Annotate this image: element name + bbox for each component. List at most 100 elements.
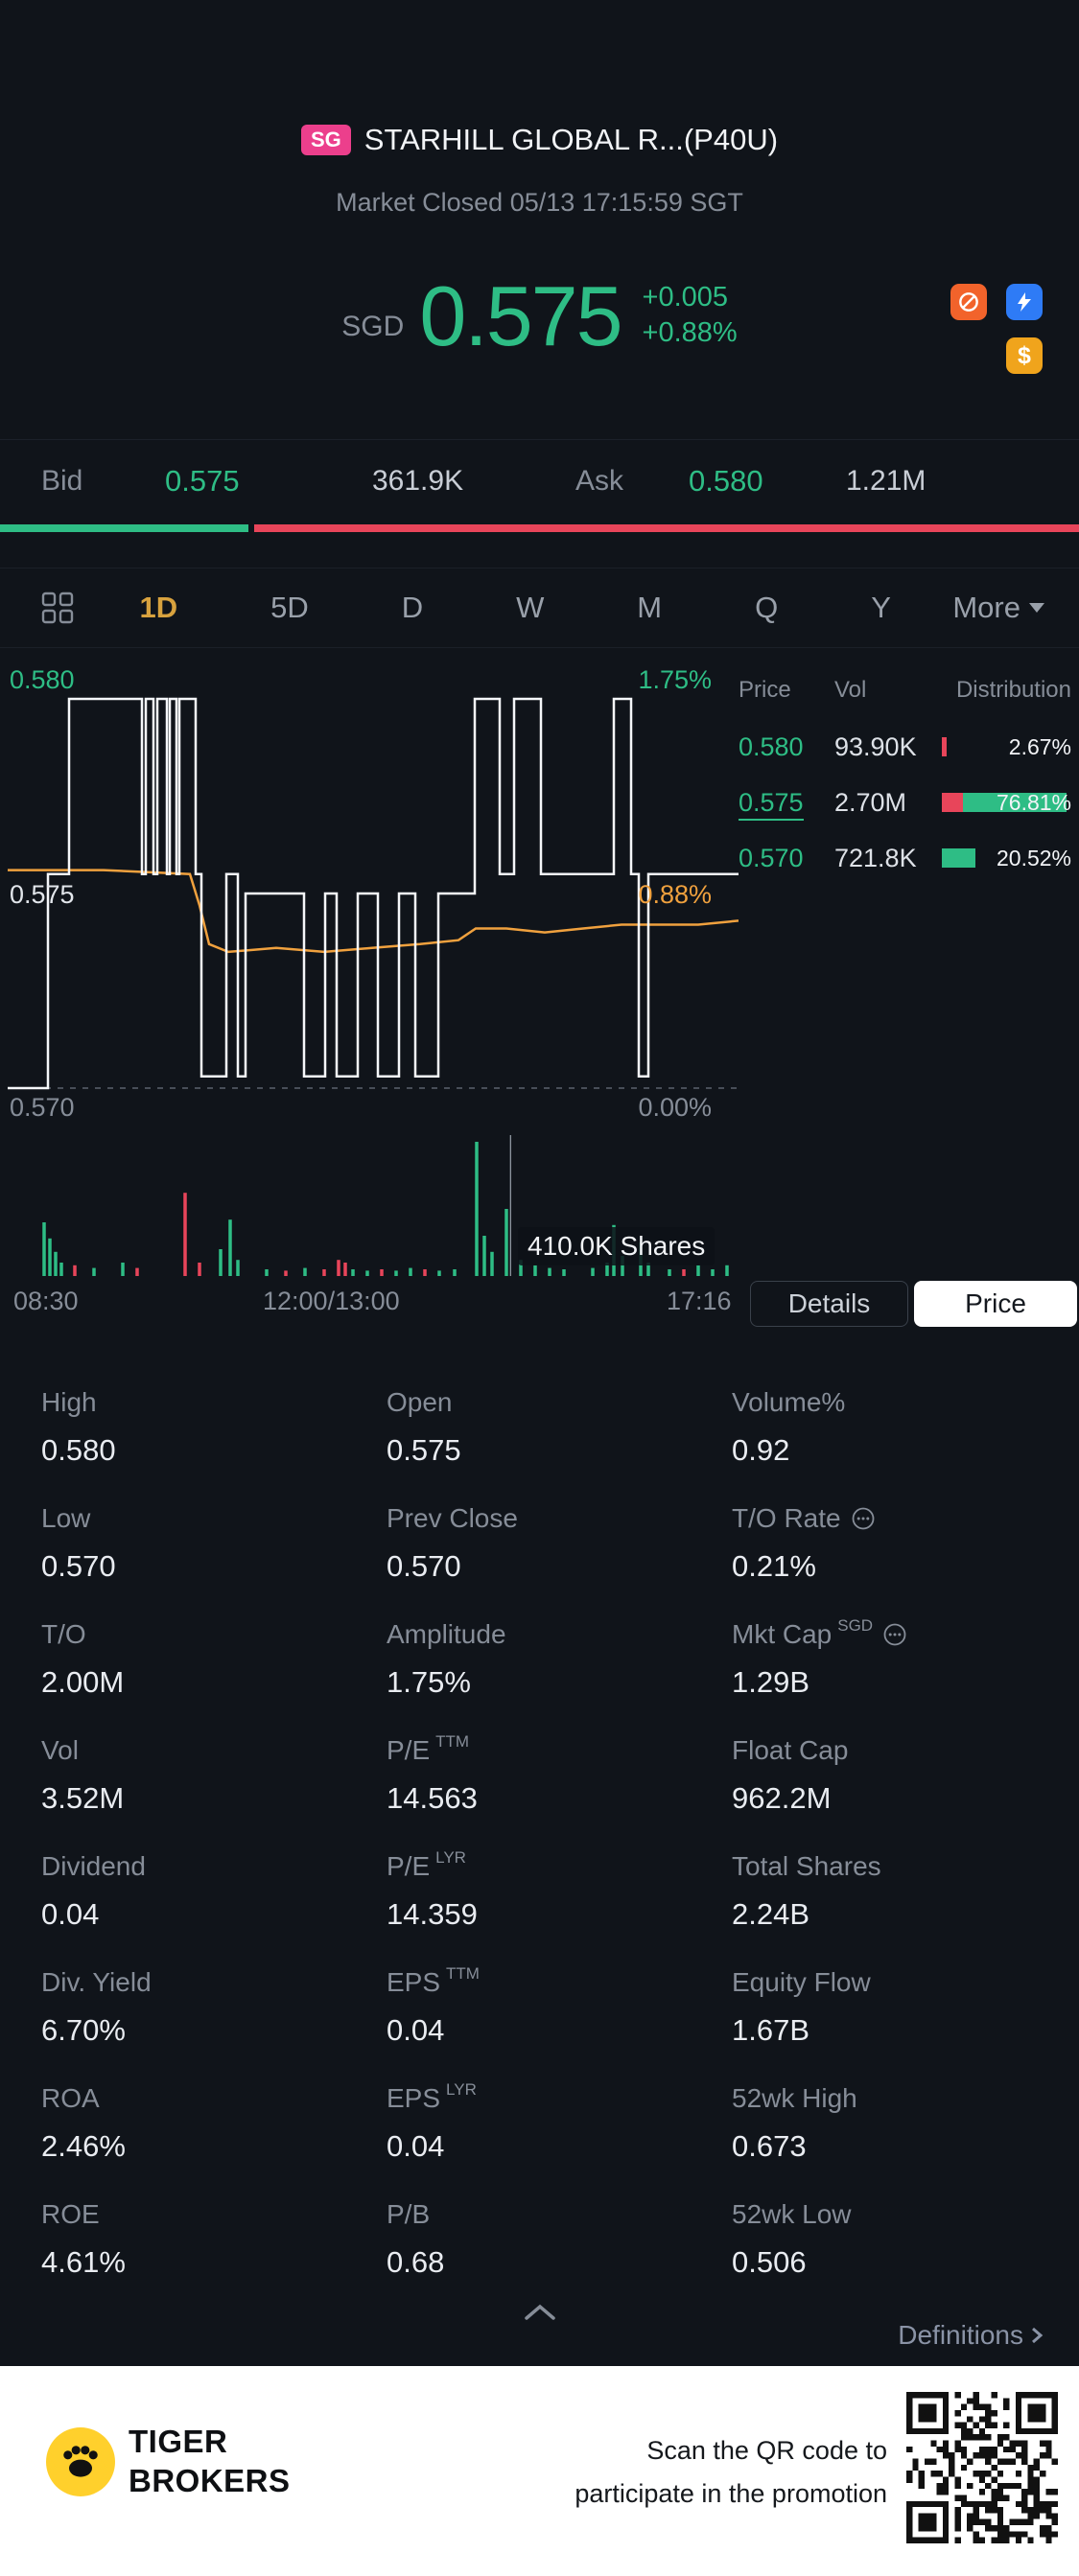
stat-value: 1.29B xyxy=(732,1665,810,1699)
stat-label: Open xyxy=(387,1387,453,1417)
tab-d[interactable]: D xyxy=(401,591,424,624)
stat-float-cap: Float Cap 962.2M xyxy=(732,1735,1079,1851)
tab-y[interactable]: Y xyxy=(871,591,891,624)
stat-label: 52wk High xyxy=(732,2083,857,2113)
stat-label: EPS xyxy=(387,1967,441,1997)
stat-label: T/O Rate xyxy=(732,1503,841,1533)
collapse-chevron-icon[interactable] xyxy=(0,2299,1079,2324)
stat-low: Low 0.570 xyxy=(41,1503,387,1619)
chevron-right-icon xyxy=(1032,2327,1044,2344)
promo-text: Scan the QR code to participate in the p… xyxy=(575,2429,887,2516)
qr-code xyxy=(906,2392,1058,2543)
stat-equity-flow: Equity Flow 1.67B xyxy=(732,1967,1079,2083)
stat-prev-close: Prev Close 0.570 xyxy=(387,1503,732,1619)
stat-high: High 0.580 xyxy=(41,1387,387,1503)
more-tab[interactable]: More xyxy=(952,591,1044,625)
pct-axis-low: 0.00% xyxy=(638,1093,712,1122)
stat-value: 0.570 xyxy=(387,1549,461,1583)
depth-price: 0.580 xyxy=(739,731,804,761)
stat-label: Volume% xyxy=(732,1387,846,1417)
stat-label: Float Cap xyxy=(732,1735,849,1765)
tab-m[interactable]: M xyxy=(637,591,663,624)
stat-volume-: Volume% 0.92 xyxy=(732,1387,1079,1503)
stat-superscript: SGD xyxy=(837,1616,874,1635)
depth-row[interactable]: 0.570 721.8K 20.52% xyxy=(739,830,1071,886)
stat-value: 0.580 xyxy=(41,1433,116,1467)
volume-marker-label: 410.0K Shares xyxy=(518,1227,715,1265)
depth-distribution: 76.81% xyxy=(942,791,1071,814)
depth-price: 0.570 xyxy=(739,843,804,872)
tab-w[interactable]: W xyxy=(516,591,545,624)
y-axis-high: 0.580 xyxy=(10,665,75,694)
definitions-link[interactable]: Definitions xyxy=(898,2320,1046,2351)
quote: SGD 0.575 +0.005 +0.88% xyxy=(0,268,1079,363)
definitions-label: Definitions xyxy=(898,2320,1023,2350)
last-price: 0.575 xyxy=(419,268,622,363)
stat-eps: EPS LYR 0.04 xyxy=(387,2080,732,2199)
x-axis-close: 17:16 xyxy=(667,1287,732,1315)
info-icon[interactable] xyxy=(851,1506,876,1531)
bid-ratio-segment xyxy=(0,524,248,532)
stat-mkt-cap: Mkt Cap SGD 1.29B xyxy=(732,1616,1079,1735)
depth-distribution: 20.52% xyxy=(942,847,1071,870)
more-label: More xyxy=(952,591,1020,624)
circle-slash-icon[interactable] xyxy=(950,284,987,320)
price-change: +0.005 xyxy=(642,281,729,313)
price-change-pct: +0.88% xyxy=(642,316,738,348)
stat-value: 0.04 xyxy=(387,2129,445,2163)
pct-axis-high: 1.75% xyxy=(638,665,712,694)
depth-row[interactable]: 0.575 2.70M 76.81% xyxy=(739,775,1071,830)
stat-roe: ROE 4.61% xyxy=(41,2199,387,2315)
stat-label: EPS xyxy=(387,2083,441,2113)
chevron-down-icon xyxy=(1029,603,1044,613)
stat-value: 3.52M xyxy=(41,1781,125,1815)
stat-label: Dividend xyxy=(41,1851,146,1881)
grid-layout-icon[interactable] xyxy=(41,592,74,624)
stat-label: Prev Close xyxy=(387,1503,518,1533)
x-axis-midday: 12:00/13:00 xyxy=(263,1287,400,1315)
lightning-icon[interactable] xyxy=(1006,284,1043,320)
stat-value: 2.00M xyxy=(41,1665,125,1699)
bid-size: 361.9K xyxy=(372,465,464,497)
depth-vol: 721.8K xyxy=(834,843,917,872)
x-axis-open: 08:30 xyxy=(13,1287,79,1315)
tab-1d[interactable]: 1D xyxy=(139,591,178,624)
depth-distribution: 2.67% xyxy=(942,735,1071,758)
depth-row[interactable]: 0.580 93.90K 2.67% xyxy=(739,719,1071,775)
stat-value: 0.04 xyxy=(387,2013,445,2047)
stat-value: 14.563 xyxy=(387,1781,478,1815)
stat-p-b: P/B 0.68 xyxy=(387,2199,732,2315)
stat-value: 0.92 xyxy=(732,1433,790,1467)
stat-52wk-high: 52wk High 0.673 xyxy=(732,2083,1079,2199)
stat-value: 962.2M xyxy=(732,1781,832,1815)
price-button[interactable]: Price xyxy=(914,1281,1077,1327)
stat-52wk-low: 52wk Low 0.506 xyxy=(732,2199,1079,2315)
price-volume-panel: Price Vol Distribution 0.580 93.90K 2.67% 0… xyxy=(739,677,1071,886)
stats-grid: High 0.580 Open 0.575 Volume% 0.92 Low 0.570 Pre… xyxy=(0,1337,1079,2315)
stat-value: 0.575 xyxy=(387,1433,461,1467)
stat-dividend: Dividend 0.04 xyxy=(41,1851,387,1967)
pct-axis-mid: 0.88% xyxy=(638,880,712,909)
exchange-badge: SG xyxy=(300,124,351,156)
volume-chart-svg[interactable] xyxy=(8,1131,739,1276)
symbol-name: STARHILL GLOBAL R...(P40U) xyxy=(364,123,779,156)
bid-ask-row[interactable]: Bid 0.575 361.9K Ask 0.580 1.21M xyxy=(0,441,1079,522)
price-chart-svg[interactable] xyxy=(8,648,739,1127)
stat-vol: Vol 3.52M xyxy=(41,1735,387,1851)
chart-section: 0.580 0.575 0.570 1.75% 0.88% 0.00% Pric… xyxy=(0,648,1079,1337)
promo-line2: participate in the promotion xyxy=(575,2479,887,2508)
depth-header-distribution: Distribution xyxy=(955,677,1071,703)
details-button[interactable]: Details xyxy=(750,1281,908,1327)
stat-roa: ROA 2.46% xyxy=(41,2083,387,2199)
dollar-icon[interactable]: $ xyxy=(1006,337,1043,374)
price-change-block: +0.005 +0.88% xyxy=(643,280,738,357)
depth-header-vol: Vol xyxy=(834,677,867,703)
stat-value: 0.570 xyxy=(41,1549,116,1583)
tab-q[interactable]: Q xyxy=(755,591,779,624)
stat-value: 0.68 xyxy=(387,2245,445,2279)
tab-5d[interactable]: 5D xyxy=(270,591,309,624)
info-icon[interactable] xyxy=(882,1622,907,1647)
stat-label: High xyxy=(41,1387,97,1417)
stat-value: 1.75% xyxy=(387,1665,471,1699)
feature-badges: $ xyxy=(950,284,1043,374)
